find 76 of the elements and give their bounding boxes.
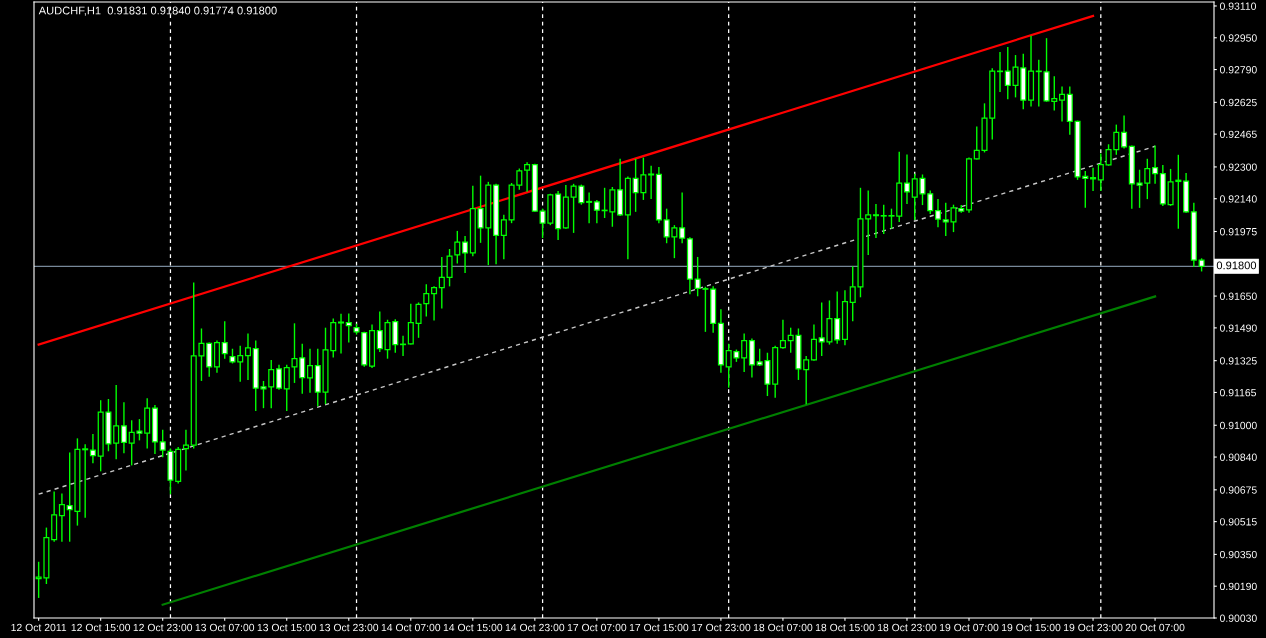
x-tick-label: 14 Oct 23:00 bbox=[505, 623, 565, 632]
y-tick-label: 0.91975 bbox=[1219, 228, 1257, 236]
y-tick-label: 0.92300 bbox=[1219, 163, 1257, 171]
candlestick bbox=[113, 384, 120, 460]
y-tick-label: 0.92140 bbox=[1219, 195, 1257, 203]
ref-line-label: 0.91800 bbox=[1216, 261, 1257, 270]
candlestick bbox=[810, 323, 817, 362]
x-tick-label: 18 Oct 23:00 bbox=[877, 623, 937, 632]
candlestick bbox=[586, 191, 593, 224]
candlestick bbox=[648, 165, 655, 200]
y-tick-label: 0.91000 bbox=[1219, 421, 1257, 430]
candlestick bbox=[903, 153, 911, 205]
candlestick bbox=[500, 214, 507, 261]
candlestick bbox=[934, 198, 942, 228]
candlestick bbox=[524, 161, 531, 193]
chart-title: AUDCHF,H1 0.91831 0.91840 0.91774 0.91800 bbox=[38, 6, 277, 16]
candlestick bbox=[182, 429, 189, 472]
y-tick-label: 0.91650 bbox=[1219, 292, 1257, 300]
y-tick-label: 0.91165 bbox=[1219, 388, 1256, 397]
x-tick-label: 13 Oct 07:00 bbox=[195, 623, 255, 632]
candlestick bbox=[423, 283, 430, 318]
x-tick-label: 18 Oct 15:00 bbox=[815, 623, 875, 632]
candlestick bbox=[679, 191, 686, 244]
x-tick-label: 12 Oct 15:00 bbox=[71, 623, 131, 632]
candlestick bbox=[82, 443, 89, 519]
x-tick-label: 13 Oct 23:00 bbox=[319, 623, 379, 632]
candlestick bbox=[306, 348, 314, 394]
candlestick bbox=[89, 433, 96, 464]
candlestick bbox=[159, 429, 166, 458]
candlestick bbox=[1090, 167, 1097, 192]
candlestick bbox=[872, 203, 879, 239]
y-tick-label: 0.90350 bbox=[1219, 550, 1257, 559]
y-tick-label: 0.90675 bbox=[1219, 486, 1257, 494]
candlestick bbox=[431, 285, 438, 322]
x-tick-label: 14 Oct 15:00 bbox=[443, 623, 503, 632]
y-tick-label: 0.90030 bbox=[1219, 614, 1257, 622]
y-tick-label: 0.92465 bbox=[1219, 130, 1257, 139]
candlestick bbox=[1152, 144, 1159, 185]
x-tick-label: 13 Oct 15:00 bbox=[257, 623, 317, 632]
x-tick-label: 17 Oct 07:00 bbox=[567, 623, 627, 632]
x-tick-label: 12 Oct 2011 bbox=[11, 623, 67, 632]
x-tick-label: 20 Oct 07:00 bbox=[1125, 623, 1185, 632]
x-tick-label: 12 Oct 23:00 bbox=[133, 623, 193, 632]
candlestick bbox=[462, 235, 469, 274]
y-tick-label: 0.92790 bbox=[1219, 66, 1257, 74]
candlestick bbox=[337, 313, 345, 355]
x-tick-label: 17 Oct 15:00 bbox=[629, 623, 689, 632]
x-tick-label: 17 Oct 23:00 bbox=[691, 623, 751, 632]
y-tick-label: 0.90515 bbox=[1219, 518, 1257, 526]
candlestick bbox=[741, 332, 748, 373]
x-tick-label: 14 Oct 07:00 bbox=[381, 623, 441, 632]
candlestick bbox=[345, 312, 352, 344]
candlestick bbox=[221, 320, 228, 360]
y-tick-label: 0.92625 bbox=[1219, 98, 1257, 107]
y-tick-label: 0.91325 bbox=[1219, 357, 1257, 365]
y-tick-label: 0.90840 bbox=[1219, 453, 1257, 461]
candlestick bbox=[1059, 85, 1066, 123]
y-tick-label: 0.92950 bbox=[1219, 34, 1257, 42]
candlestick bbox=[283, 364, 290, 412]
x-tick-label: 18 Oct 07:00 bbox=[753, 623, 813, 632]
candlestick bbox=[1097, 152, 1104, 192]
candlestick bbox=[779, 319, 786, 350]
y-tick-label: 0.90190 bbox=[1219, 582, 1257, 591]
x-tick-label: 19 Oct 23:00 bbox=[1064, 623, 1123, 632]
x-tick-label: 19 Oct 15:00 bbox=[1002, 623, 1061, 632]
candlestick bbox=[120, 401, 127, 454]
candlestick bbox=[58, 492, 65, 543]
candlestick bbox=[593, 199, 600, 224]
candlestick bbox=[803, 355, 810, 405]
candlestick bbox=[244, 332, 252, 381]
x-tick-label: 19 Oct 07:00 bbox=[939, 623, 999, 632]
candlestick bbox=[1121, 114, 1128, 150]
y-tick-label: 0.93110 bbox=[1219, 2, 1257, 10]
y-tick-label: 0.91490 bbox=[1219, 324, 1257, 332]
candlestick bbox=[275, 364, 283, 391]
candlestick bbox=[438, 256, 445, 310]
